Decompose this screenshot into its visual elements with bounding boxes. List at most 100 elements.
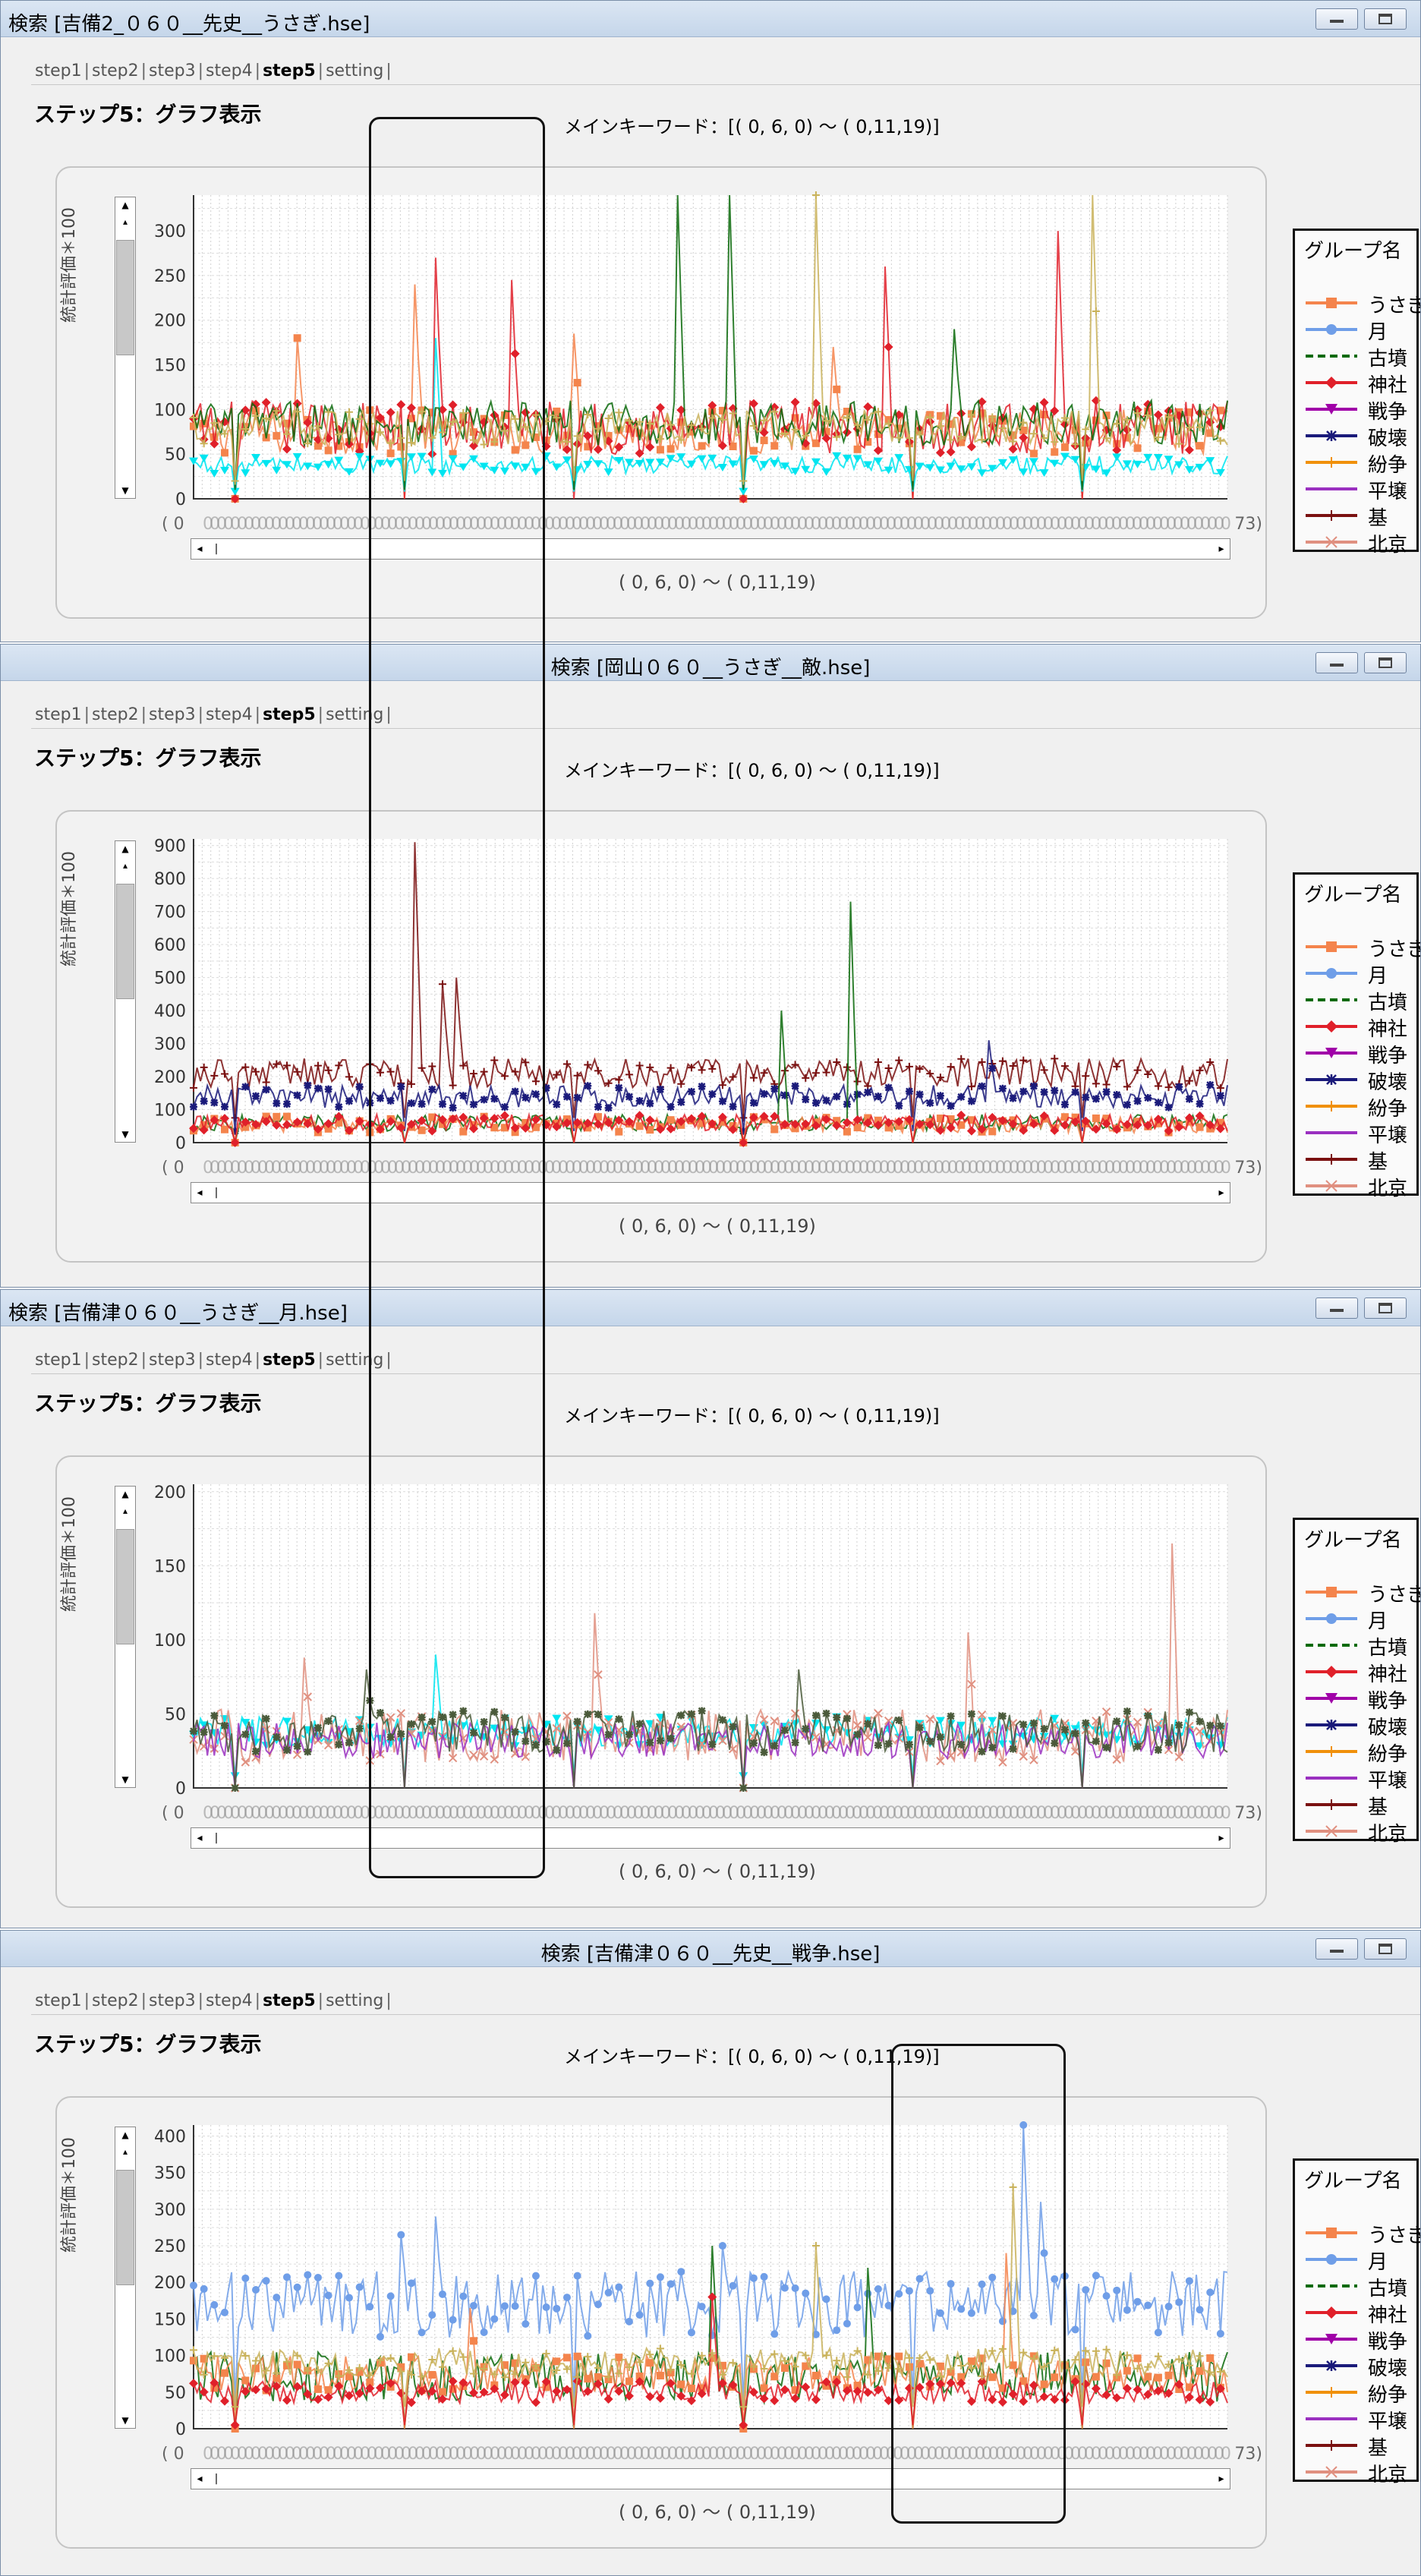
data-point [905, 1740, 913, 1748]
data-point [324, 2291, 332, 2300]
maximize-button[interactable] [1364, 652, 1407, 673]
tab-setting[interactable]: setting [326, 1351, 384, 1370]
scroll-page-left-icon[interactable]: | [214, 543, 219, 555]
data-point [615, 1083, 623, 1092]
data-point [956, 1110, 966, 1120]
scroll-up-icon[interactable]: ▲ [121, 1489, 129, 1499]
scroll-left-icon[interactable]: ◂ [197, 543, 203, 555]
tab-step3[interactable]: step3 [149, 705, 196, 724]
tab-setting[interactable]: setting [326, 1991, 384, 2010]
horizontal-scrollbar[interactable]: ◂ | ▸ [191, 2468, 1230, 2489]
scroll-left-icon[interactable]: ◂ [197, 1187, 203, 1199]
scroll-page-left-icon[interactable]: | [214, 2473, 219, 2485]
tab-step3[interactable]: step3 [149, 61, 196, 80]
data-point [1122, 460, 1132, 468]
scroll-page-up-icon[interactable]: ▴ [122, 860, 128, 871]
tab-step1[interactable]: step1 [35, 1351, 82, 1370]
x-tick-label: 0 [667, 1159, 678, 1178]
scroll-right-icon[interactable]: ▸ [1218, 1832, 1224, 1844]
scroll-right-icon[interactable]: ▸ [1218, 1187, 1224, 1199]
data-point [200, 1063, 208, 1071]
data-point [241, 469, 250, 478]
tab-step2[interactable]: step2 [92, 1991, 139, 2010]
legend-marker [1326, 324, 1337, 335]
scroll-up-icon[interactable]: ▲ [121, 2130, 129, 2140]
vertical-scrollbar[interactable]: ▲ ▴ ▼ [115, 197, 136, 499]
scroll-thumb[interactable] [116, 1529, 134, 1644]
tab-step2[interactable]: step2 [92, 705, 139, 724]
vertical-scrollbar[interactable]: ▲ ▴ ▼ [115, 1486, 136, 1788]
tab-step4[interactable]: step4 [206, 1351, 253, 1370]
scroll-page-left-icon[interactable]: | [214, 1832, 219, 1844]
scroll-down-icon[interactable]: ▼ [121, 1129, 129, 1140]
data-point [967, 1083, 975, 1091]
scroll-page-up-icon[interactable]: ▴ [122, 1506, 128, 1516]
scroll-right-icon[interactable]: ▸ [1218, 2473, 1224, 2485]
title-bar[interactable]: 検索 [岡山０６０__うさぎ__敵.hse] [1, 645, 1420, 681]
scroll-right-icon[interactable]: ▸ [1218, 543, 1224, 555]
tab-step1[interactable]: step1 [35, 1991, 82, 2010]
horizontal-scrollbar[interactable]: ◂ | ▸ [191, 1182, 1230, 1203]
data-point [542, 1084, 550, 1093]
minimize-button[interactable] [1315, 1297, 1358, 1319]
tab-step1[interactable]: step1 [35, 705, 82, 724]
x-tick-label: 0 [230, 515, 241, 534]
tab-step2[interactable]: step2 [92, 61, 139, 80]
data-point [335, 430, 343, 439]
tab-step5[interactable]: step5 [263, 61, 316, 80]
data-point [988, 1743, 997, 1751]
scroll-down-icon[interactable]: ▼ [121, 485, 129, 496]
tab-step2[interactable]: step2 [92, 1351, 139, 1370]
maximize-button[interactable] [1364, 1938, 1407, 1960]
horizontal-scrollbar[interactable]: ◂ | ▸ [191, 538, 1230, 560]
tab-step3[interactable]: step3 [149, 1351, 196, 1370]
data-point [604, 1079, 613, 1087]
legend-item: うさぎ [1303, 934, 1420, 961]
tab-step1[interactable]: step1 [35, 61, 82, 80]
vertical-scrollbar[interactable]: ▲ ▴ ▼ [115, 2127, 136, 2429]
tab-step4[interactable]: step4 [206, 705, 253, 724]
legend-item: 基 [1303, 1792, 1416, 1819]
title-bar[interactable]: 検索 [吉備2_０６０__先史__うさぎ.hse] [1, 1, 1420, 37]
tab-step5[interactable]: step5 [263, 1351, 316, 1370]
scroll-page-up-icon[interactable]: ▴ [122, 2146, 128, 2157]
maximize-button[interactable] [1364, 8, 1407, 30]
scroll-down-icon[interactable]: ▼ [121, 2415, 129, 2426]
tab-step5[interactable]: step5 [263, 1991, 316, 2010]
minimize-button[interactable] [1315, 652, 1358, 673]
data-point [1091, 2384, 1101, 2394]
minimize-button[interactable] [1315, 8, 1358, 30]
tab-setting[interactable]: setting [326, 61, 384, 80]
tab-step5[interactable]: step5 [263, 705, 316, 724]
tab-step3[interactable]: step3 [149, 1991, 196, 2010]
data-point [1154, 1099, 1162, 1107]
scroll-thumb[interactable] [116, 2170, 134, 2285]
scroll-left-icon[interactable]: ◂ [197, 1832, 203, 1844]
maximize-button[interactable] [1364, 1297, 1407, 1319]
title-bar[interactable]: 検索 [吉備津０６０__うさぎ__月.hse] [1, 1290, 1420, 1326]
scroll-left-icon[interactable]: ◂ [197, 2473, 203, 2485]
vertical-scrollbar[interactable]: ▲ ▴ ▼ [115, 840, 136, 1143]
data-point [250, 1120, 260, 1130]
tab-step4[interactable]: step4 [206, 61, 253, 80]
title-bar[interactable]: 検索 [吉備津０６０__先史__戦争.hse] [1, 1931, 1420, 1967]
tab-setting[interactable]: setting [326, 705, 384, 724]
scroll-up-icon[interactable]: ▲ [121, 200, 129, 210]
scroll-down-icon[interactable]: ▼ [121, 1774, 129, 1785]
x-tick-label: 0 [312, 1159, 323, 1178]
x-tick-label: 0 [865, 515, 876, 534]
scroll-thumb[interactable] [116, 884, 134, 999]
scroll-up-icon[interactable]: ▲ [121, 843, 129, 854]
x-tick-label: 0 [1098, 2445, 1108, 2464]
data-point [904, 1736, 914, 1744]
minimize-button[interactable] [1315, 1938, 1358, 1960]
scroll-thumb[interactable] [116, 240, 134, 355]
data-point [449, 1711, 457, 1719]
tab-step4[interactable]: step4 [206, 1991, 253, 2010]
horizontal-scrollbar[interactable]: ◂ | ▸ [191, 1827, 1230, 1849]
data-point [1008, 444, 1018, 454]
scroll-page-up-icon[interactable]: ▴ [122, 216, 128, 227]
scroll-page-left-icon[interactable]: | [214, 1187, 219, 1199]
y-tick-label: 300 [154, 222, 186, 241]
data-point [1164, 2360, 1173, 2369]
